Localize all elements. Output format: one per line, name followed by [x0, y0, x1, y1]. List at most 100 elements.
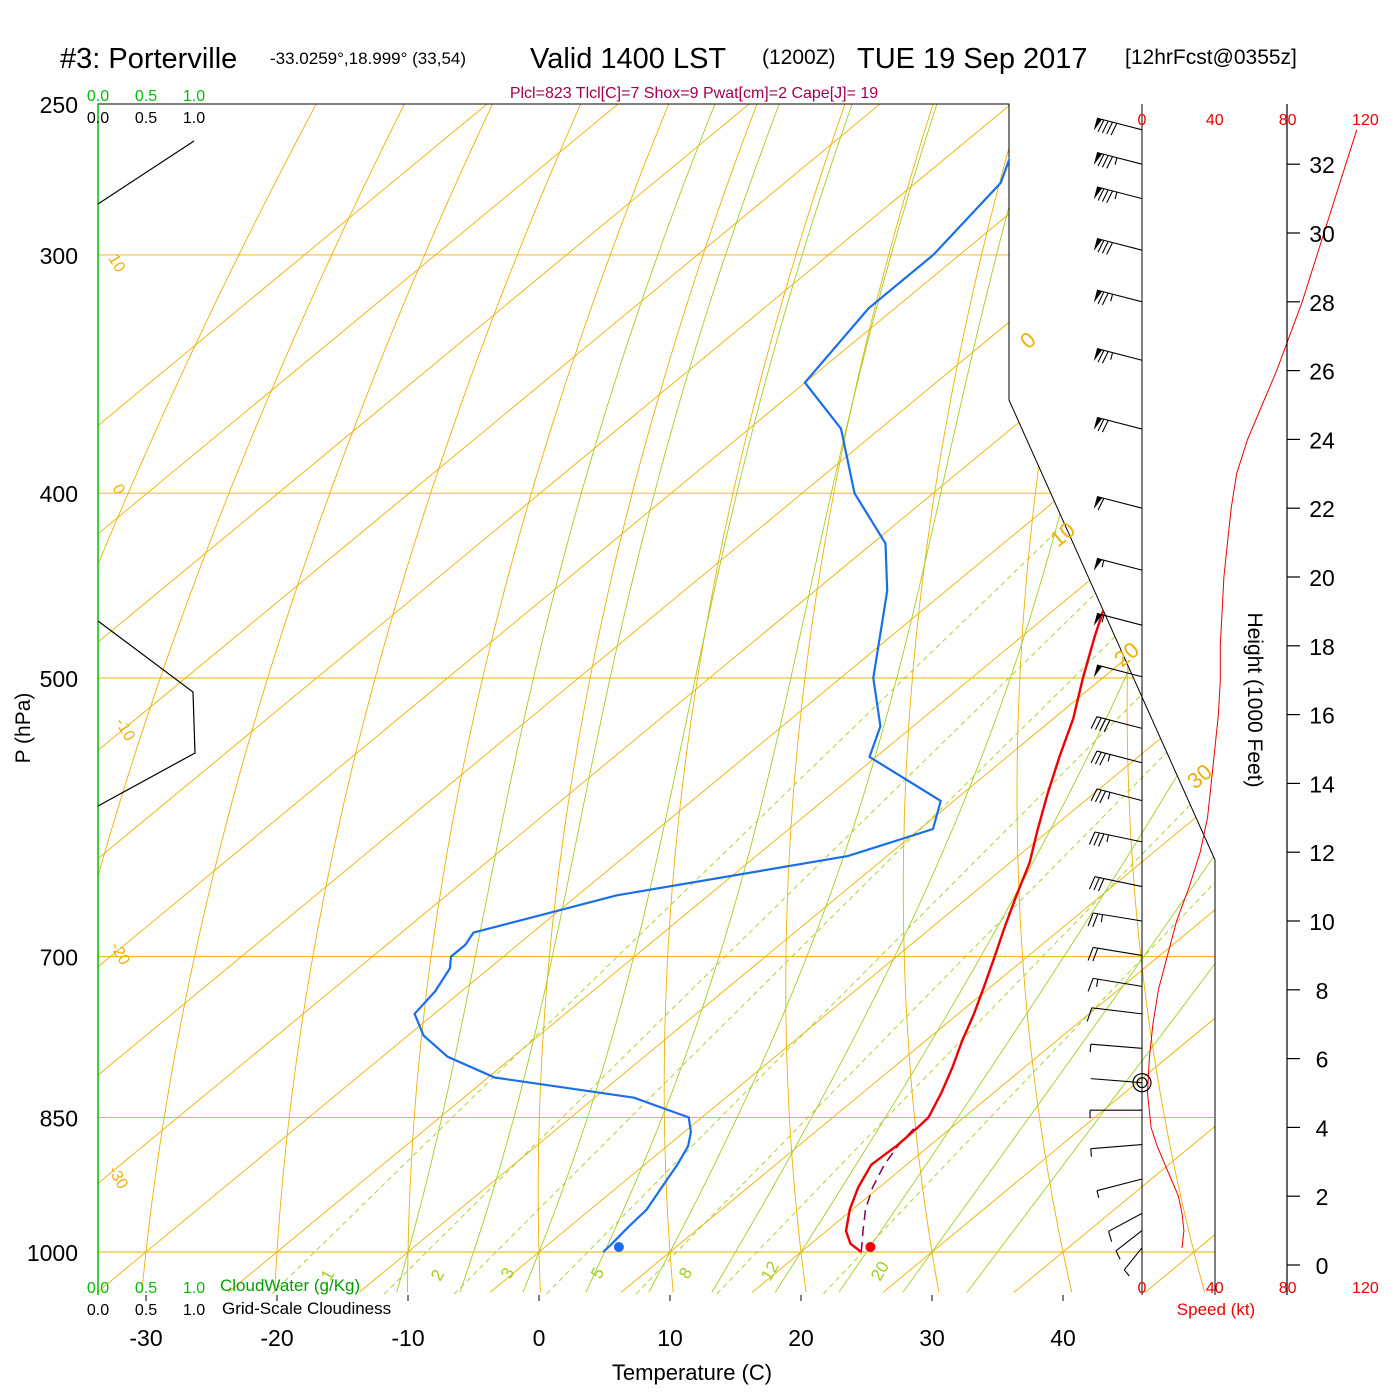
moist-adiabat: [396, 104, 730, 1293]
wind-barb: [1087, 912, 1143, 928]
wind-barb-staff: [1093, 977, 1143, 987]
wind-barb-feather: [1110, 123, 1118, 136]
wind-barb-feather: [1123, 1269, 1130, 1277]
wind-barb-half-feather: [1100, 914, 1104, 923]
wind-barb-feather: [1093, 832, 1100, 846]
wind-barb-staff: [1090, 1043, 1143, 1049]
cloudiness-tick-label: 1.0: [183, 110, 205, 127]
temperature-tick-label: 20: [788, 1325, 814, 1351]
wind-barb: [1093, 557, 1143, 571]
pressure-tick-label: 850: [40, 1105, 78, 1131]
wind-barb-feather: [1097, 291, 1105, 304]
speed-scale-top: 0 40 80 120: [1138, 112, 1379, 129]
wind-barb: [1093, 495, 1143, 511]
height-tick-label: 20: [1309, 565, 1335, 591]
wind-barb: [1086, 1007, 1143, 1022]
theta-label: 0: [1015, 327, 1040, 354]
mixing-ratio-line: [377, 492, 1199, 1295]
wind-barb-feather: [1103, 719, 1111, 733]
cloudiness-tick-label: 0.5: [135, 1302, 157, 1319]
dry-adiabat: [274, 104, 597, 1293]
dry-adiabat: [1338, 70, 1400, 1292]
theta-label: 30: [1182, 759, 1217, 794]
height-tick-label: 2: [1316, 1184, 1329, 1210]
dewpoint-curve: [413, 136, 1019, 1253]
height-tick-label: 26: [1309, 359, 1335, 385]
wind-barb-staff: [1096, 117, 1143, 131]
cloudwater-tick-label: 0.0: [87, 1280, 109, 1297]
speed-tick-label: 80: [1279, 1280, 1297, 1297]
wind-barb-feather: [1094, 751, 1102, 765]
height-tick-label: 28: [1309, 290, 1335, 316]
thermo-grid: [98, 70, 1400, 1295]
height-tick-label: 4: [1316, 1115, 1329, 1141]
isotherm: [98, 104, 791, 1293]
wind-barb-pennant: [1093, 238, 1103, 251]
wind-barb-staff: [1096, 612, 1143, 626]
temperature-tick-label: -10: [391, 1325, 424, 1351]
cloudiness-tick-label: 0.0: [87, 1302, 109, 1319]
wind-barb-feather: [1088, 831, 1096, 845]
speed-tick-label: 0: [1138, 112, 1147, 129]
wind-barb-staff: [1123, 1247, 1143, 1271]
wind-barb: [1088, 831, 1143, 847]
theta-label: 20: [1109, 637, 1144, 672]
wind-panel: [1086, 104, 1358, 1295]
isotherm-label: 10: [105, 252, 129, 276]
wind-barb-staff: [1096, 289, 1143, 303]
wind-barb: [1093, 664, 1143, 678]
height-axis-label: Height (1000 Feet): [1243, 612, 1266, 787]
wind-barb-feather: [1101, 420, 1109, 433]
wind-barb-feather: [1106, 156, 1114, 169]
wind-barb-feather: [1094, 717, 1102, 730]
station-location: -33.0259°,18.999° (33,54): [270, 49, 466, 68]
wind-speed-curve: [1146, 129, 1358, 1248]
wind-barb: [1090, 1144, 1143, 1157]
height-tick-label: 16: [1309, 703, 1335, 729]
cloudiness-tick-label: 1.0: [183, 1302, 205, 1319]
pressure-tick-label: 300: [40, 243, 78, 269]
x-axis-label: Temperature (C): [612, 1360, 772, 1385]
moist-adiabat: [459, 104, 793, 1293]
wind-barb: [1088, 876, 1143, 892]
cloud-scale-bottom: 0.0 0.0 0.5 0.5 1.0 1.0: [87, 1280, 205, 1319]
temperature-tick-label: -30: [129, 1325, 162, 1351]
temperature-tick-label: 0: [533, 1325, 546, 1351]
wind-barb-staff: [1096, 664, 1143, 678]
wind-barb-pennant: [1093, 348, 1103, 362]
station-title: #3: Porterville: [60, 43, 237, 75]
pressure-tick-label: 700: [40, 945, 78, 971]
wind-barb-feather: [1088, 876, 1096, 890]
cloudwater-label: CloudWater (g/Kg): [220, 1276, 360, 1295]
wind-barb-feather: [1106, 121, 1114, 135]
temperature-ticks: -30 -20 -10 0 10 20 30 40: [129, 1295, 1076, 1351]
wind-barb-feather: [1115, 1250, 1121, 1260]
wind-barb-pennant: [1093, 152, 1103, 165]
sounding-indices: Plcl=823 Tlcl[C]=7 Shox=9 Pwat[cm]=2 Cap…: [510, 85, 878, 102]
wind-barb-feather: [1094, 789, 1102, 803]
wind-barb-staff: [1096, 151, 1143, 165]
dry-adiabat: [1016, 104, 1119, 1293]
wind-barb-staff: [1090, 1144, 1143, 1150]
wind-barb: [1087, 946, 1143, 962]
height-tick-label: 12: [1309, 840, 1335, 866]
wind-barb-feather: [1097, 878, 1105, 892]
cloudiness-tick-label: 0.5: [135, 110, 157, 127]
isotherm: [227, 104, 1215, 1293]
isotherm: [98, 104, 1184, 1293]
dry-adiabat: [98, 104, 335, 1293]
moist-adiabat: [838, 104, 1215, 1293]
wind-barb: [1089, 1043, 1143, 1053]
dry-adiabat: [785, 104, 945, 1293]
wind-barb: [1115, 1230, 1143, 1260]
wind-barb-feather: [1097, 119, 1105, 132]
moist-adiabat: [774, 104, 1215, 1293]
height-tick-label: 22: [1309, 496, 1335, 522]
wind-barb-feather: [1090, 788, 1098, 801]
height-tick-label: 0: [1316, 1253, 1329, 1279]
wind-barb-feather: [1106, 242, 1114, 255]
wind-barb-pennant: [1093, 118, 1103, 131]
speed-tick-label: 120: [1352, 1280, 1379, 1297]
